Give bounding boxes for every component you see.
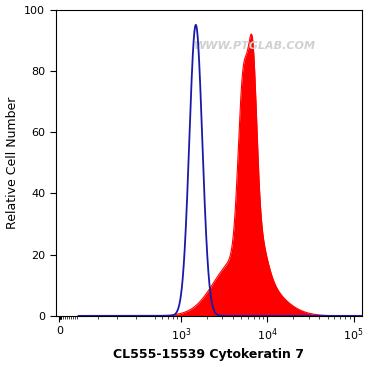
- Y-axis label: Relative Cell Number: Relative Cell Number: [6, 97, 18, 229]
- Text: WWW.PTGLAB.COM: WWW.PTGLAB.COM: [194, 41, 316, 51]
- X-axis label: CL555-15539 Cytokeratin 7: CL555-15539 Cytokeratin 7: [113, 348, 305, 361]
